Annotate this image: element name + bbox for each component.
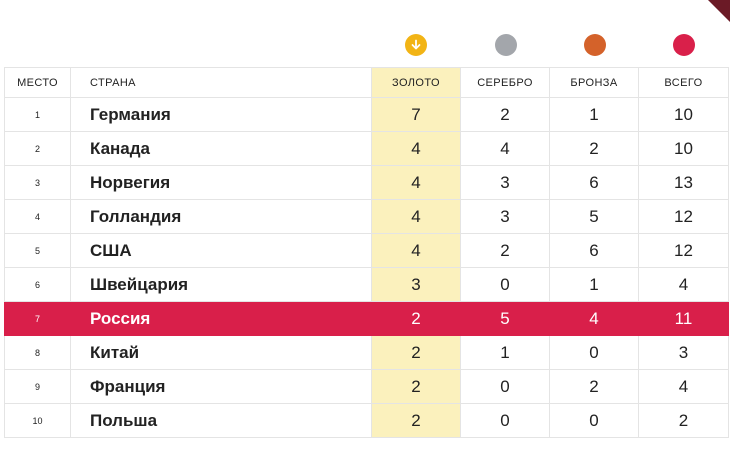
total-count-cell: 2 xyxy=(638,403,729,438)
silver-count-cell: 3 xyxy=(460,165,550,200)
bronze-count-cell: 2 xyxy=(549,369,639,404)
bronze-count-cell: 5 xyxy=(549,199,639,234)
table-row[interactable]: 3 Норвегия 4 3 6 13 xyxy=(4,165,729,200)
silver-count-cell: 0 xyxy=(460,267,550,302)
country-cell: Германия xyxy=(70,97,372,132)
total-count-cell: 12 xyxy=(638,233,729,268)
gold-count-cell: 3 xyxy=(371,267,461,302)
place-cell: 4 xyxy=(4,199,71,234)
total-count-cell: 13 xyxy=(638,165,729,200)
bronze-count-cell: 1 xyxy=(549,267,639,302)
country-cell: Швейцария xyxy=(70,267,372,302)
bronze-count-cell: 6 xyxy=(549,233,639,268)
medal-standings-table: МЕСТО СТРАНА ЗОЛОТО СЕРЕБРО БРОНЗА ВСЕГО… xyxy=(4,67,729,438)
place-cell: 1 xyxy=(4,97,71,132)
total-count-cell: 10 xyxy=(638,131,729,166)
total-count-cell: 4 xyxy=(638,267,729,302)
bronze-count-cell: 2 xyxy=(549,131,639,166)
table-row[interactable]: 10 Польша 2 0 0 2 xyxy=(4,403,729,438)
place-cell: 5 xyxy=(4,233,71,268)
country-cell: Норвегия xyxy=(70,165,372,200)
table-row[interactable]: 6 Швейцария 3 0 1 4 xyxy=(4,267,729,302)
silver-count-cell: 5 xyxy=(460,301,550,336)
place-cell: 8 xyxy=(4,335,71,370)
table-header-row: МЕСТО СТРАНА ЗОЛОТО СЕРЕБРО БРОНЗА ВСЕГО xyxy=(4,67,729,98)
gold-count-cell: 2 xyxy=(371,403,461,438)
gold-count-cell: 4 xyxy=(371,233,461,268)
table-row[interactable]: 2 Канада 4 4 2 10 xyxy=(4,131,729,166)
header-total[interactable]: ВСЕГО xyxy=(638,67,729,98)
gold-count-cell: 4 xyxy=(371,131,461,166)
total-medal-icon[interactable] xyxy=(673,34,695,56)
bronze-count-cell: 0 xyxy=(549,403,639,438)
bronze-medal-icon[interactable] xyxy=(584,34,606,56)
place-cell: 2 xyxy=(4,131,71,166)
table-row[interactable]: 9 Франция 2 0 2 4 xyxy=(4,369,729,404)
place-cell: 6 xyxy=(4,267,71,302)
silver-count-cell: 4 xyxy=(460,131,550,166)
silver-count-cell: 0 xyxy=(460,403,550,438)
place-cell: 9 xyxy=(4,369,71,404)
country-cell: Россия xyxy=(70,301,372,336)
gold-medal-icon[interactable] xyxy=(405,34,427,56)
silver-medal-icon[interactable] xyxy=(495,34,517,56)
gold-count-cell: 4 xyxy=(371,165,461,200)
header-place[interactable]: МЕСТО xyxy=(4,67,71,98)
header-silver[interactable]: СЕРЕБРО xyxy=(460,67,550,98)
table-row[interactable]: 1 Германия 7 2 1 10 xyxy=(4,97,729,132)
medal-icons-row xyxy=(0,30,730,60)
header-bronze[interactable]: БРОНЗА xyxy=(549,67,639,98)
total-count-cell: 10 xyxy=(638,97,729,132)
country-cell: США xyxy=(70,233,372,268)
place-cell: 3 xyxy=(4,165,71,200)
gold-count-cell: 2 xyxy=(371,369,461,404)
place-cell: 10 xyxy=(4,403,71,438)
corner-decoration xyxy=(708,0,730,22)
total-count-cell: 11 xyxy=(638,301,729,336)
silver-count-cell: 2 xyxy=(460,233,550,268)
gold-count-cell: 2 xyxy=(371,335,461,370)
country-cell: Китай xyxy=(70,335,372,370)
gold-count-cell: 7 xyxy=(371,97,461,132)
country-cell: Голландия xyxy=(70,199,372,234)
bronze-count-cell: 4 xyxy=(549,301,639,336)
total-count-cell: 3 xyxy=(638,335,729,370)
table-row[interactable]: 4 Голландия 4 3 5 12 xyxy=(4,199,729,234)
bronze-count-cell: 1 xyxy=(549,97,639,132)
table-row[interactable]: 8 Китай 2 1 0 3 xyxy=(4,335,729,370)
total-count-cell: 12 xyxy=(638,199,729,234)
table-row[interactable]: 7 Россия 2 5 4 11 xyxy=(4,301,729,336)
header-country[interactable]: СТРАНА xyxy=(70,67,372,98)
gold-count-cell: 2 xyxy=(371,301,461,336)
place-cell: 7 xyxy=(4,301,71,336)
header-gold[interactable]: ЗОЛОТО xyxy=(371,67,461,98)
silver-count-cell: 2 xyxy=(460,97,550,132)
country-cell: Польша xyxy=(70,403,372,438)
silver-count-cell: 1 xyxy=(460,335,550,370)
table-row[interactable]: 5 США 4 2 6 12 xyxy=(4,233,729,268)
total-count-cell: 4 xyxy=(638,369,729,404)
bronze-count-cell: 6 xyxy=(549,165,639,200)
silver-count-cell: 3 xyxy=(460,199,550,234)
country-cell: Франция xyxy=(70,369,372,404)
gold-count-cell: 4 xyxy=(371,199,461,234)
silver-count-cell: 0 xyxy=(460,369,550,404)
bronze-count-cell: 0 xyxy=(549,335,639,370)
country-cell: Канада xyxy=(70,131,372,166)
